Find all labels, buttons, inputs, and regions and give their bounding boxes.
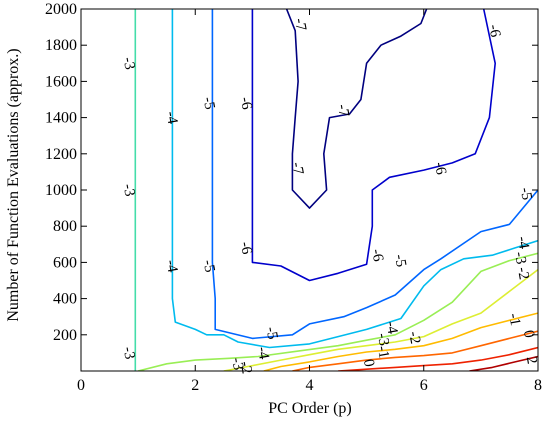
x-tick-label-3: 6 (420, 377, 428, 394)
contour-label-2-1: -5 (200, 259, 218, 274)
contour-label-2-4: -5 (517, 186, 535, 201)
contour-label-7-1: -1 (505, 312, 523, 327)
contour-label-5-1: -3 (374, 332, 392, 347)
contour-label-2-2: -5 (262, 326, 280, 341)
contour-line-8 (292, 330, 538, 371)
contour-line-10 (469, 355, 538, 371)
contour-line-9 (338, 346, 538, 371)
contour-label-8-1: 0 (520, 329, 537, 339)
contour-label-3-1: -4 (162, 259, 180, 275)
contour-label-3-2: -4 (254, 346, 272, 362)
contour-label-3-3: -4 (382, 320, 400, 336)
plot-area: -7-7-7-6-6 -6-6-6-5-5-5-5-5-4-4-4-4-4-3-3… (80, 8, 540, 375)
y-tick-label-9: 2000 (45, 1, 77, 18)
contour-label-1-4: -6 (485, 23, 503, 39)
contour-label-6-2: -2 (514, 266, 532, 281)
contour-label-4-2: -3 (120, 346, 138, 361)
contour-label-4-0: -3 (120, 56, 138, 71)
contour-labels: -7-7-7-6-6 -6-6-6-5-5-5-5-5-4-4-4-4-4-3-3… (120, 17, 540, 375)
contour-label-0-2: -7 (334, 103, 352, 119)
contour-label-7-0: -1 (374, 345, 392, 360)
x-tick-label-0: 0 (77, 377, 85, 394)
y-tick-label-6: 1400 (45, 110, 77, 127)
contour-label-6-0: -2 (237, 360, 255, 375)
contour-label-5-2: -3 (511, 251, 529, 266)
contour-label-5-0: -3 (228, 356, 246, 371)
contour-line-3 (171, 9, 538, 349)
contour-label-1-1: -6 (237, 241, 255, 257)
contour-label-1-3: -6 (431, 161, 449, 177)
contour-label-4-1: -3 (120, 183, 138, 198)
contour-label-2-3: -5 (391, 253, 409, 268)
y-tick-label-2: 600 (53, 254, 77, 271)
contour-label-6-1: -2 (405, 330, 423, 345)
contour-line-2 (211, 9, 538, 340)
axis-ticks: 0 2 4 6 820040060080010001200140016001800200… (45, 1, 542, 394)
contour-line-1 (251, 9, 496, 282)
y-tick-label-1: 400 (53, 291, 77, 308)
contour-label-3-0: -4 (162, 110, 180, 126)
y-tick-label-4: 1000 (45, 182, 77, 199)
x-tick-label-4: 8 (534, 377, 542, 394)
y-tick-label-0: 200 (53, 327, 77, 344)
contour-label-3-4: -4 (514, 235, 532, 251)
contour-line-6 (223, 268, 538, 371)
contour-label-1-2: -6 (368, 248, 386, 264)
contour-line-7 (263, 312, 538, 371)
contour-label-0-0: -7 (291, 17, 309, 33)
y-tick-label-8: 1800 (45, 37, 77, 54)
contour-lines (134, 9, 538, 371)
x-axis-label: PC Order (p) (268, 400, 352, 417)
contour-label-0-1: -7 (288, 161, 306, 177)
contour-label-8-0: 0 (360, 358, 377, 368)
contour-line-5 (137, 252, 538, 371)
y-axis-label: Number of Function Evaluations (approx.) (5, 48, 22, 321)
contour-label-2-0: -5 (200, 96, 218, 111)
contour-label-1-0: -6 (237, 96, 255, 112)
x-tick-label-2: 4 (306, 377, 314, 394)
y-tick-label-7: 1600 (45, 73, 77, 90)
contour-label-10-0: 2 (523, 355, 540, 365)
y-tick-label-3: 800 (53, 218, 77, 235)
y-tick-label-5: 1200 (45, 146, 77, 163)
x-tick-label-1: 2 (191, 377, 199, 394)
contour-line-0 (285, 9, 428, 209)
